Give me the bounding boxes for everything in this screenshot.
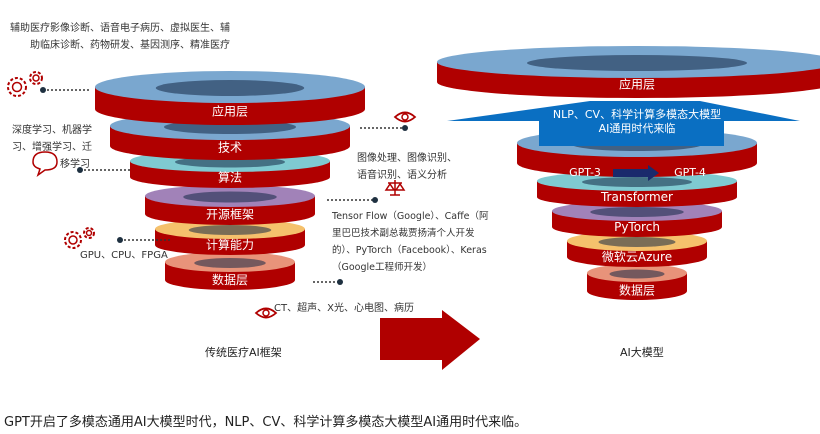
gpt4-label: GPT-4 [674,166,706,179]
right-layer-2-label: Transformer [600,190,673,204]
right-layer-4-label: 微软云Azure [602,250,672,264]
banner-shape [447,101,800,146]
leader-dot-2 [77,167,83,173]
frameworks-note: Tensor Flow（Google）、Caffe（阿 里巴巴技术副总裁贾扬清个人… [332,211,489,273]
gear-hardware-icon [64,231,82,249]
right-layer-3-hole [590,207,684,217]
transition-arrow-icon [380,310,480,370]
left-layer-5-label: 数据层 [212,272,248,287]
scales-icon [384,180,406,196]
gear-small-icon-inner [32,74,40,82]
left-layer-5-hole [194,258,266,268]
caption: GPT开启了多模态通用AI大模型时代，NLP、CV、科学计算多模态大模型AI通用… [4,415,528,430]
data-note: CT、超声、X光、心电图、病历 [274,303,414,314]
applications-note: 辅助医疗影像诊断、语音电子病历、虚拟医生、辅 助临床诊断、药物研发、基因测序、精准… [10,23,230,51]
gear-icon [7,77,27,97]
left-layer-0-hole [155,80,305,96]
left-layer-4-label: 计算能力 [206,237,254,252]
right-layer-0-hole [527,55,747,71]
right-layer-5-hole [609,269,665,279]
banner-line-1: AI通用时代来临 [599,121,676,135]
learning-note: 深度学习、机器学 习、增强学习、迁 移学习 [12,125,92,170]
leader-dot-1 [402,125,408,131]
right-stack-title: AI大模型 [620,346,664,359]
right-layer-0-label: 应用层 [619,76,655,91]
eye-icon [393,111,417,123]
gear-hardware-small-icon-inner [85,229,93,237]
leader-dot-3 [372,197,378,203]
left-layer-2-label: 算法 [218,169,242,184]
right-layer-3-label: PyTorch [614,220,660,234]
gear-small-icon [29,71,43,85]
gear-hardware-icon-inner [68,235,78,245]
gear-hardware-small-icon [83,227,95,239]
gpt3-label: GPT-3 [569,166,601,179]
right-layer-5-label: 数据层 [619,283,655,298]
hardware-note: GPU、CPU、FPGA [80,250,168,261]
gpt-arrow-icon [613,165,659,181]
right-layer-2-hole [582,177,692,187]
leader-dot-4 [117,237,123,243]
left-layer-3-hole [183,191,277,203]
left-stack-title: 传统医疗AI框架 [205,346,282,359]
eye-data-icon-pupil [262,309,270,317]
left-layer-3-label: 开源框架 [206,207,254,221]
left-layer-0-label: 应用层 [212,103,248,118]
recognition-note: 图像处理、图像识别、 语音识别、语义分析 [357,153,457,181]
gear-icon-inner [11,81,23,93]
chat-bubble-icon [32,151,58,177]
banner-line-0: NLP、CV、科学计算多模态大模型 [553,107,721,121]
leader-dot-0 [40,87,46,93]
left-layer-4-hole [188,225,272,235]
leader-dot-5 [337,279,343,285]
eye-data-icon [254,307,278,319]
left-layer-1-label: 技术 [218,141,242,155]
right-layer-4-hole [598,237,676,247]
eye-icon-pupil [401,113,409,121]
